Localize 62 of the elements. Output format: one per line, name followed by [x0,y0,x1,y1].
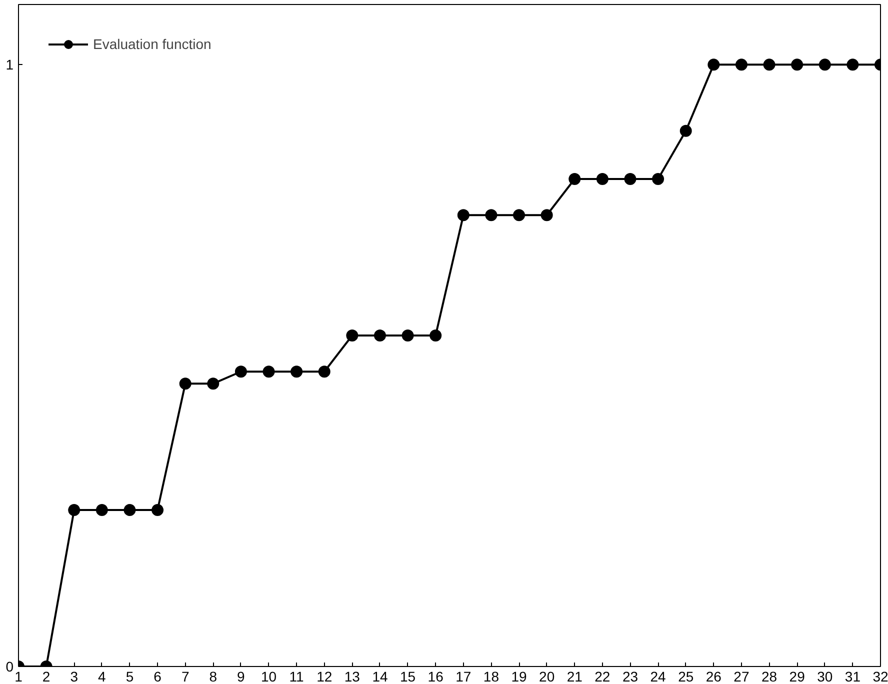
x-tick-label: 11 [289,668,304,684]
x-tick-label: 12 [316,668,332,684]
x-tick-label: 28 [761,668,778,684]
x-tick-label: 4 [98,668,106,684]
x-tick-label: 18 [483,668,500,684]
x-tick-label: 10 [260,668,277,684]
point [152,504,164,516]
point [234,366,247,378]
point [430,330,442,342]
point [735,58,748,71]
point [457,209,470,222]
x-tick-label: 8 [209,668,218,684]
x-tick-label: 14 [372,668,388,684]
x-tick-label: 3 [70,668,78,684]
x-tick-label: 16 [428,668,444,684]
point [652,173,664,186]
point [68,504,80,516]
x-tick-label: 29 [789,668,806,684]
x-tick-label: 25 [678,668,694,684]
point [402,330,414,342]
point [568,173,581,186]
x-tick-label: 27 [734,668,750,684]
x-tick-label: 6 [154,668,162,684]
x-tick-label: 2 [42,668,50,684]
point [124,504,136,516]
point [540,209,553,222]
x-tick-label: 19 [511,668,528,684]
point [624,173,636,186]
point [596,173,608,186]
point [207,378,220,390]
point [374,330,386,342]
x-tick-label: 26 [706,668,722,684]
point [791,58,804,71]
x-tick-label: 15 [400,668,416,684]
point [346,330,358,342]
point [763,58,776,71]
legend-label: Evaluation function [93,36,212,52]
point [262,366,275,378]
y-tick-label: 0 [6,658,14,674]
point [708,58,720,71]
x-tick-label: 13 [344,668,360,684]
x-tick-label: 5 [126,668,134,684]
point [680,124,692,137]
point [179,378,192,390]
point [290,366,303,378]
x-tick-label: 20 [539,668,555,684]
x-tick-label: 17 [456,668,472,684]
point [846,58,859,71]
point [318,366,330,378]
x-tick-label: 32 [872,668,888,684]
point [513,209,526,222]
x-tick-label: 9 [237,668,246,684]
x-tick-label: 23 [622,668,638,684]
x-tick-label: 22 [594,668,610,684]
x-tick-label: 7 [181,668,190,684]
x-tick-label: 30 [817,668,833,684]
point [485,209,498,222]
point [818,58,831,71]
x-tick-label: 24 [650,668,666,684]
point [96,504,108,516]
x-tick-label: 21 [566,668,583,684]
x-tick-label: 31 [844,668,861,684]
